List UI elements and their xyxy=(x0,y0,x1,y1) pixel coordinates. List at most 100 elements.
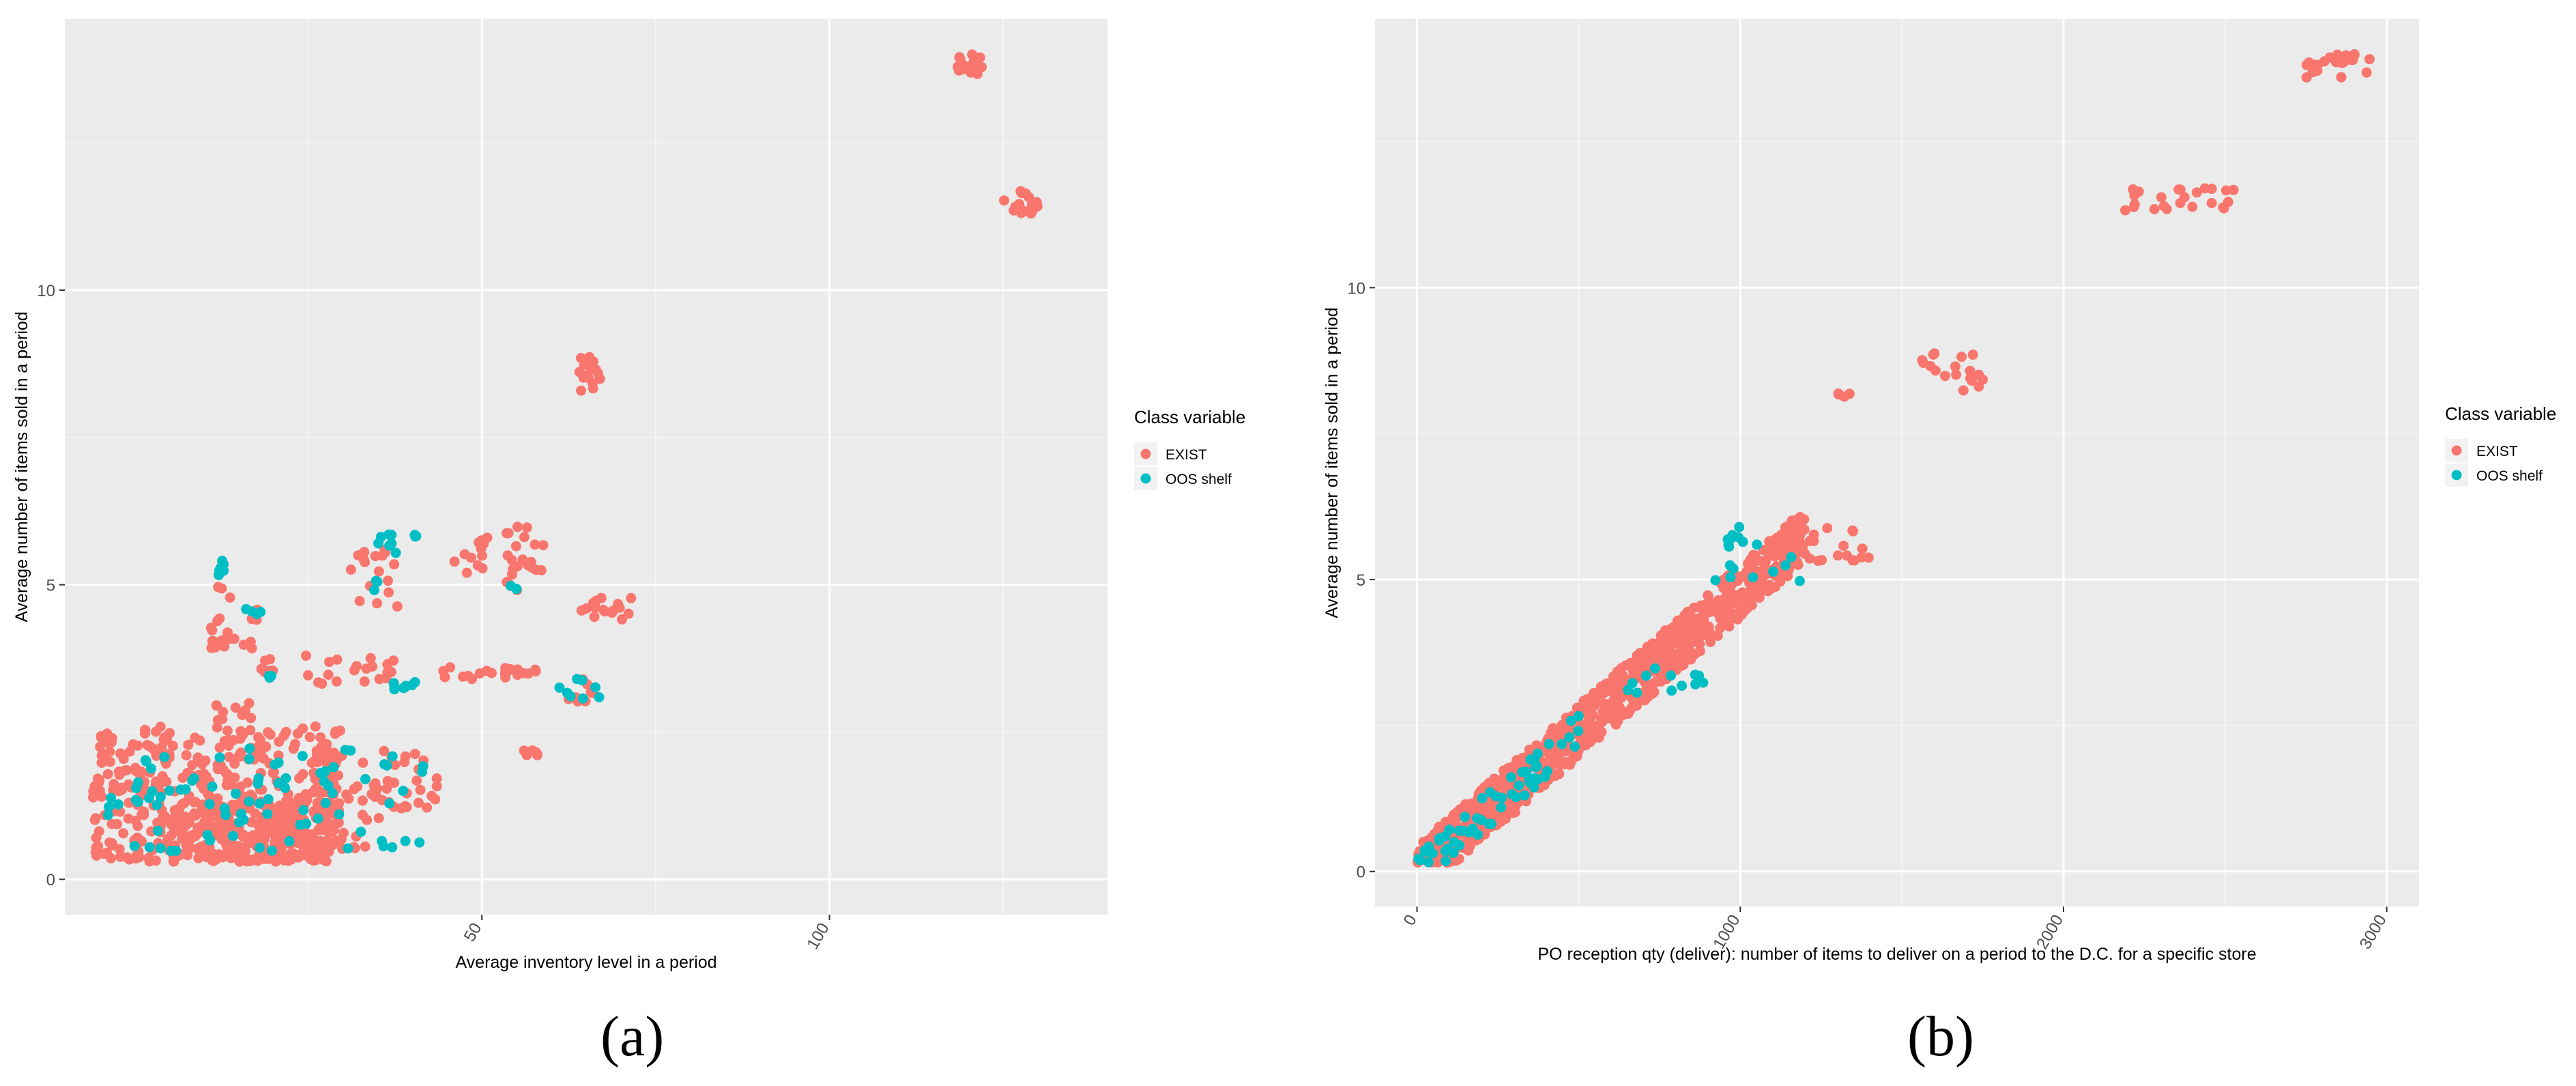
data-point xyxy=(358,757,368,768)
data-point xyxy=(128,739,139,749)
data-point xyxy=(343,843,353,854)
data-point xyxy=(212,722,222,733)
data-point xyxy=(449,556,460,567)
data-point xyxy=(2312,66,2323,76)
data-point xyxy=(261,741,272,752)
data-point xyxy=(144,792,154,803)
data-point xyxy=(1597,715,1608,726)
data-point xyxy=(1666,685,1677,696)
data-point xyxy=(1500,813,1511,824)
data-point xyxy=(596,592,607,603)
data-point xyxy=(102,810,113,820)
data-point xyxy=(2187,201,2198,212)
data-point xyxy=(400,751,411,762)
data-point xyxy=(1476,815,1487,825)
data-point xyxy=(290,739,300,749)
data-point xyxy=(1441,856,1451,866)
data-point xyxy=(263,670,274,681)
data-point xyxy=(330,728,341,739)
data-point xyxy=(102,728,113,739)
data-point xyxy=(273,777,284,788)
data-point xyxy=(519,532,530,543)
data-point xyxy=(1726,588,1737,599)
data-point xyxy=(230,702,241,713)
data-point xyxy=(369,585,379,595)
data-point xyxy=(267,845,277,856)
data-point xyxy=(237,709,248,720)
data-point xyxy=(431,781,442,792)
data-point xyxy=(578,370,589,381)
data-point xyxy=(438,666,449,676)
data-point xyxy=(270,759,280,770)
data-point xyxy=(223,734,234,745)
data-point xyxy=(579,359,590,369)
data-point xyxy=(383,575,393,586)
data-point xyxy=(332,654,343,665)
data-point xyxy=(291,838,302,848)
data-point xyxy=(298,805,309,816)
data-point xyxy=(594,692,605,702)
data-point xyxy=(1573,726,1584,737)
x-axis-title: Average inventory level in a period xyxy=(455,953,717,972)
data-point xyxy=(2161,203,2172,214)
data-point xyxy=(417,767,428,777)
data-point xyxy=(212,793,223,804)
data-point xyxy=(161,776,172,787)
data-point xyxy=(184,817,195,828)
data-point xyxy=(1691,616,1702,627)
data-point xyxy=(379,745,390,756)
data-point xyxy=(267,767,278,778)
data-point xyxy=(476,535,487,546)
data-point xyxy=(1668,622,1679,633)
data-point xyxy=(198,849,209,860)
data-point xyxy=(107,840,118,851)
data-point xyxy=(1443,843,1453,854)
data-point xyxy=(166,846,177,857)
data-point xyxy=(302,832,313,843)
data-point xyxy=(562,687,573,698)
data-point xyxy=(334,809,345,820)
data-point xyxy=(1752,539,1763,550)
data-point xyxy=(297,751,308,762)
data-point xyxy=(341,789,352,800)
data-point xyxy=(270,825,281,836)
data-point xyxy=(263,816,274,827)
data-point xyxy=(598,605,609,615)
data-point xyxy=(382,667,393,678)
data-point xyxy=(2191,187,2202,198)
data-point xyxy=(1608,696,1618,707)
data-point xyxy=(323,780,334,791)
data-point xyxy=(179,797,190,808)
legend-label: OOS shelf xyxy=(2476,468,2543,484)
data-point xyxy=(1026,208,1037,219)
data-point xyxy=(1615,666,1625,677)
data-point xyxy=(359,676,370,687)
data-point xyxy=(310,721,321,732)
data-point xyxy=(392,601,403,612)
data-point xyxy=(626,592,637,603)
data-point xyxy=(1724,560,1735,571)
data-point xyxy=(1558,724,1568,734)
data-point xyxy=(2133,186,2144,197)
data-point xyxy=(144,842,155,853)
data-point xyxy=(1565,759,1575,770)
data-point xyxy=(507,569,517,580)
data-point xyxy=(1930,365,1941,376)
data-point xyxy=(1477,792,1488,803)
data-point xyxy=(207,781,218,792)
data-point xyxy=(1679,653,1690,664)
data-point xyxy=(140,728,150,739)
data-point xyxy=(594,373,605,384)
data-point xyxy=(284,835,295,846)
data-point xyxy=(1539,771,1550,782)
data-point xyxy=(970,68,981,78)
data-point xyxy=(1967,375,1977,386)
data-point xyxy=(331,676,342,687)
data-point xyxy=(231,788,241,799)
data-point xyxy=(1611,686,1622,696)
data-point xyxy=(1796,522,1807,533)
data-point xyxy=(1458,825,1469,836)
data-point xyxy=(139,806,149,817)
data-point xyxy=(96,758,107,768)
data-point xyxy=(409,676,420,687)
